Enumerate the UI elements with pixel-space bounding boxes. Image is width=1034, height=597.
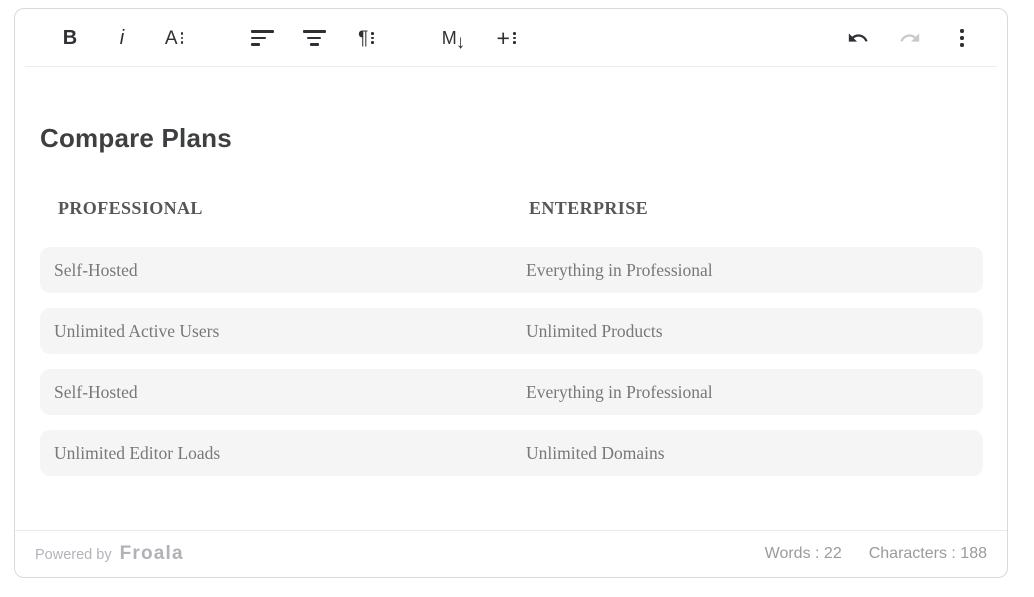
align-left-icon bbox=[250, 30, 274, 46]
table-cell: Everything in Professional bbox=[526, 381, 713, 402]
down-arrow-icon: ↓ bbox=[455, 31, 466, 53]
editor-toolbar: B i A ¶ M ↓ + bbox=[15, 9, 1007, 67]
table-cell: Unlimited Products bbox=[526, 320, 663, 341]
paragraph-icon: ¶ bbox=[358, 27, 369, 49]
bold-button[interactable]: B bbox=[49, 18, 91, 58]
word-count: Words : 22 bbox=[764, 545, 842, 562]
undo-icon bbox=[848, 33, 868, 42]
kebab-menu-icon bbox=[960, 29, 964, 47]
table-cell: Unlimited Active Users bbox=[54, 320, 220, 341]
paragraph-format-button[interactable]: ¶ bbox=[345, 18, 387, 58]
froala-rich-text-editor: B i A ¶ M ↓ + bbox=[14, 8, 1008, 578]
character-count: Characters : 188 bbox=[868, 545, 987, 562]
table-cell: Self-Hosted bbox=[54, 381, 138, 402]
plus-icon: + bbox=[496, 24, 510, 51]
align-center-icon bbox=[302, 30, 326, 46]
more-text-button[interactable]: A bbox=[153, 18, 195, 58]
align-center-button[interactable] bbox=[293, 18, 335, 58]
toolbar-right-group bbox=[837, 18, 983, 58]
redo-icon bbox=[900, 33, 920, 42]
document-heading: Compare Plans bbox=[40, 123, 232, 153]
table-cell: Unlimited Domains bbox=[526, 442, 665, 463]
redo-button[interactable] bbox=[889, 18, 931, 58]
powered-by-froala-link[interactable]: Powered by Froala bbox=[35, 543, 184, 565]
table-cell: Everything in Professional bbox=[526, 259, 713, 280]
table-row: Self-Hosted Everything in Professional bbox=[40, 369, 983, 415]
table-row: Self-Hosted Everything in Professional bbox=[40, 247, 983, 293]
table-row: Unlimited Editor Loads Unlimited Domains bbox=[40, 430, 983, 476]
dropdown-dots-icon bbox=[512, 32, 516, 44]
undo-button[interactable] bbox=[837, 18, 879, 58]
table-cell: Self-Hosted bbox=[54, 259, 138, 280]
editor-footer: Powered by Froala Words : 22 Characters … bbox=[15, 530, 1007, 577]
table-row: Unlimited Active Users Unlimited Product… bbox=[40, 308, 983, 354]
more-options-button[interactable] bbox=[941, 18, 983, 58]
counters: Words : 22 Characters : 188 bbox=[765, 545, 987, 563]
italic-button[interactable]: i bbox=[101, 18, 143, 58]
bold-icon: B bbox=[62, 27, 78, 49]
font-options-icon: A bbox=[164, 27, 178, 49]
compare-plans-table: PROFESSIONAL ENTERPRISE Self-Hosted Ever… bbox=[40, 198, 983, 476]
dropdown-dots-icon bbox=[180, 32, 184, 44]
editing-surface[interactable]: Compare Plans PROFESSIONAL ENTERPRISE Se… bbox=[15, 67, 1007, 530]
markdown-button[interactable]: M ↓ bbox=[433, 18, 475, 58]
froala-logo: Froala bbox=[119, 543, 184, 564]
dropdown-dots-icon bbox=[371, 32, 374, 44]
insert-more-button[interactable]: + bbox=[485, 18, 527, 58]
table-header-row: PROFESSIONAL ENTERPRISE bbox=[40, 198, 983, 219]
align-left-button[interactable] bbox=[241, 18, 283, 58]
column-header-professional: PROFESSIONAL bbox=[58, 198, 203, 218]
markdown-icon: M bbox=[441, 28, 457, 48]
powered-by-label: Powered by bbox=[35, 547, 112, 563]
column-header-enterprise: ENTERPRISE bbox=[529, 198, 649, 218]
italic-icon: i bbox=[119, 27, 125, 49]
table-cell: Unlimited Editor Loads bbox=[54, 442, 221, 463]
